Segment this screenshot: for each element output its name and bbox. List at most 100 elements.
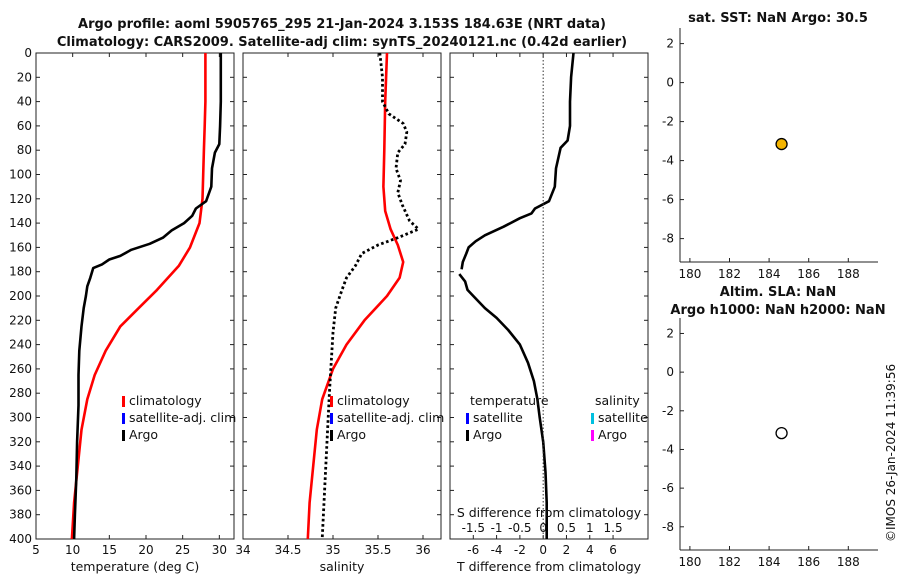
sst-xtick-label: 186: [797, 267, 820, 281]
temperature-ytick-label: 320: [9, 435, 32, 449]
temperature-legend-swatch: [122, 396, 125, 407]
salinity-series-argo: [320, 52, 420, 540]
sla-xtick-label: 188: [837, 555, 860, 569]
temperature-ytick-label: 200: [9, 289, 32, 303]
salinity-legend-swatch: [330, 413, 333, 424]
salinity-xtick-label: 34.5: [275, 543, 302, 557]
difference-temperature-legend-label: satellite: [473, 410, 523, 425]
salinity-legend-label: satellite-adj. clim: [337, 410, 444, 425]
difference-top-tick-label: -1.5: [462, 521, 485, 535]
temperature-ytick-label: 400: [9, 532, 32, 546]
difference-legend-salinity-title: salinity: [595, 393, 640, 408]
salinity-legend-swatch: [330, 396, 333, 407]
sla-ytick-label: -8: [662, 520, 674, 534]
temperature-ytick-label: 380: [9, 508, 32, 522]
temperature-ytick-label: 100: [9, 168, 32, 182]
sst-ytick-label: 0: [666, 76, 674, 90]
temperature-ytick-label: 300: [9, 411, 32, 425]
difference-salinity-legend-swatch: [591, 413, 594, 424]
difference-temperature-legend-swatch: [466, 430, 469, 441]
temperature-ytick-label: 120: [9, 192, 32, 206]
difference-xtick-label: -4: [491, 543, 503, 557]
difference-top-label: S difference from climatology: [457, 505, 642, 520]
difference-temperature-legend-label: Argo: [473, 427, 502, 442]
difference-xtick-label: 4: [586, 543, 594, 557]
figure-title-line1: Argo profile: aoml 5905765_295 21-Jan-20…: [78, 17, 606, 32]
difference-xlabel: T difference from climatology: [456, 559, 642, 574]
temperature-xtick-label: 25: [175, 543, 190, 557]
sst-ytick-label: -2: [662, 115, 674, 129]
temperature-xtick-label: 30: [212, 543, 227, 557]
difference-top-tick-label: -1: [491, 521, 503, 535]
sst-xtick-label: 182: [718, 267, 741, 281]
temperature-ytick-label: 40: [17, 95, 32, 109]
sla-argo-location-marker: [775, 426, 788, 440]
sst-title-line1: sat. SST: NaN Argo: 30.5: [688, 11, 868, 26]
sst-xtick-label: 188: [837, 267, 860, 281]
timestamp-watermark: ©IMOS 26-Jan-2024 11:39:56: [884, 364, 898, 542]
difference-top-tick-label: 0: [539, 521, 547, 535]
difference-top-tick-label: 1.5: [604, 521, 623, 535]
temperature-xlabel: temperature (deg C): [71, 559, 200, 574]
sla-ytick-label: 0: [666, 365, 674, 379]
temperature-ytick-label: 180: [9, 265, 32, 279]
salinity-legend-label: climatology: [337, 393, 410, 408]
temperature-ytick-label: 20: [17, 70, 32, 84]
difference-series-argo-t-difference: [460, 52, 575, 270]
difference-salinity-legend-label: Argo: [598, 427, 627, 442]
difference-temperature-legend-swatch: [466, 413, 469, 424]
temperature-ytick-label: 340: [9, 459, 32, 473]
sla-ytick-label: -6: [662, 481, 674, 495]
salinity-xlabel: salinity: [320, 559, 365, 574]
salinity-legend-label: Argo: [337, 427, 366, 442]
salinity-xtick-label: 36: [415, 543, 430, 557]
temperature-legend-swatch: [122, 413, 125, 424]
sst-map-panel: 2 0 -2 -4 -6 -8 180 182 184 186 188 sat. SST: NaN A…: [662, 11, 878, 281]
salinity-panel: 34 34.5 35 35.5 36 salinity climatology satelli…: [235, 52, 444, 574]
salinity-legend-swatch: [330, 430, 333, 441]
temperature-series-argo: [72, 53, 223, 540]
difference-xtick-label: 0: [539, 543, 547, 557]
difference-top-tick-label: 1: [586, 521, 594, 535]
sla-xtick-label: 186: [797, 555, 820, 569]
temperature-ytick-label: 60: [17, 119, 32, 133]
salinity-xtick-label: 35.5: [365, 543, 392, 557]
difference-top-tick-label: 0.5: [557, 521, 576, 535]
salinity-xtick-label: 34: [235, 543, 250, 557]
temperature-legend-swatch: [122, 430, 125, 441]
temperature-series-climatology: [70, 53, 207, 540]
sla-xtick-label: 180: [678, 555, 701, 569]
figure-title-line2: Climatology: CARS2009. Satellite-adj cli…: [57, 35, 627, 50]
difference-series-argo-t-difference-deep: [458, 273, 549, 539]
difference-xtick-label: -6: [467, 543, 479, 557]
sst-xtick-label: 184: [758, 267, 781, 281]
sst-ytick-label: -4: [662, 154, 674, 168]
temperature-legend-label: satellite-adj. clim: [129, 410, 236, 425]
sla-map-panel: 2 0 -2 -4 -6 -8 180 182 184 186 188 Altim. SLA: NaN…: [662, 285, 886, 569]
temperature-legend-label: Argo: [129, 427, 158, 442]
temperature-ytick-label: 260: [9, 362, 32, 376]
temperature-xtick-label: 5: [32, 543, 40, 557]
temperature-ytick-label: 80: [17, 143, 32, 157]
difference-salinity-legend-label: satellite: [598, 410, 648, 425]
sla-ytick-label: 2: [666, 326, 674, 340]
temperature-xtick-label: 20: [138, 543, 153, 557]
temperature-ytick-label: 0: [24, 46, 32, 60]
difference-panel: -6 -4 -2 0 2 4 6 T difference from climatology S…: [449, 52, 649, 574]
temperature-ytick-label: 360: [9, 483, 32, 497]
temperature-legend-label: climatology: [129, 393, 202, 408]
sst-ytick-label: -6: [662, 193, 674, 207]
temperature-ytick-label: 140: [9, 216, 32, 230]
sla-ytick-label: -4: [662, 442, 674, 456]
difference-xtick-label: -2: [514, 543, 526, 557]
sst-xtick-label: 180: [678, 267, 701, 281]
temperature-ytick-label: 220: [9, 313, 32, 327]
sla-title-line2: Argo h1000: NaN h2000: NaN: [670, 303, 885, 318]
temperature-xtick-label: 10: [65, 543, 80, 557]
sst-argo-location-marker: [775, 137, 788, 151]
sst-ytick-label: -8: [662, 232, 674, 246]
temperature-ytick-label: 160: [9, 240, 32, 254]
difference-xtick-label: 6: [609, 543, 617, 557]
temperature-ytick-label: 240: [9, 338, 32, 352]
